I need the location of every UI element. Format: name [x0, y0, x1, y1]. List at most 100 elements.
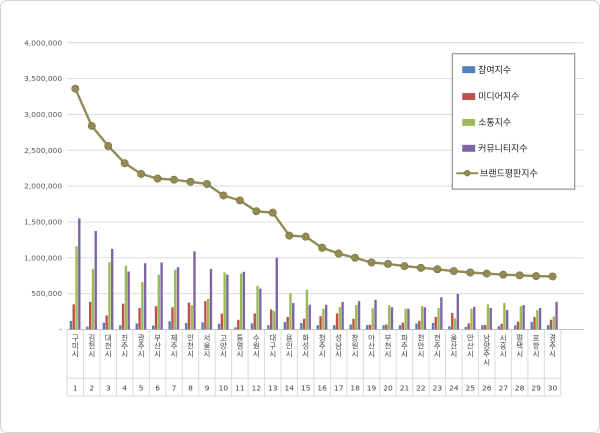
legend-item-label: 브랜드평판지수 [480, 168, 538, 179]
x-axis-rank-label: 22 [416, 384, 425, 393]
line-marker-고양시 [219, 191, 228, 200]
line-marker-남양주시 [482, 269, 491, 278]
line-marker-화성시 [301, 232, 310, 241]
bar-커뮤니티지수-대전시 [111, 248, 114, 330]
bar-소통지수-부천시 [387, 305, 391, 330]
x-axis-rank-label: 20 [383, 384, 393, 393]
bar-커뮤니티지수-용인시 [292, 302, 295, 330]
x-axis-rank-label: 29 [531, 384, 541, 393]
x-axis-rank-label: 4 [122, 384, 127, 393]
legend-swatch-blue [462, 66, 476, 74]
line-marker-광주시 [137, 169, 146, 178]
line-marker-서울시 [202, 180, 211, 188]
line-marker-제주시 [170, 175, 179, 184]
bar-소통지수-대구시 [272, 311, 276, 330]
bar-미디어지수-파주시 [401, 322, 405, 330]
line-marker-인천시 [186, 177, 195, 186]
bar-참여지수-통영시 [234, 327, 237, 330]
x-axis-rank-label: 21 [400, 384, 410, 393]
bar-참여지수-평택시 [514, 325, 517, 330]
bar-소통지수-평택시 [519, 306, 523, 330]
bar-참여지수-창원시 [349, 324, 352, 330]
bar-참여지수-대전시 [102, 322, 106, 330]
legend-line-marker [463, 169, 471, 177]
bar-참여지수-수원시 [250, 323, 254, 330]
bar-참여지수-시흥시 [497, 326, 501, 330]
line-marker-통영시 [235, 196, 244, 205]
bar-커뮤니티지수-광주시 [143, 263, 147, 330]
bar-커뮤니티지수-김천시 [94, 230, 97, 330]
bar-소통지수-진주시 [124, 265, 128, 330]
bar-참여지수-청주시 [316, 325, 319, 330]
bar-소통지수-울산시 [453, 318, 457, 330]
x-axis-rank-label: 24 [449, 384, 459, 393]
bar-커뮤니티지수-수원시 [259, 288, 262, 330]
bar-미디어지수-인천시 [187, 302, 191, 330]
x-axis-rank-label: 25 [466, 384, 476, 393]
x-axis-rank-label: 1 [73, 384, 78, 393]
bar-커뮤니티지수-통영시 [242, 271, 246, 330]
line-marker-포항시 [532, 272, 541, 281]
x-axis-rank-label: 18 [350, 384, 360, 393]
bar-커뮤니티지수-평택시 [522, 305, 525, 330]
line-marker-수원시 [252, 207, 261, 216]
bar-미디어지수-김천시 [88, 301, 92, 330]
bar-미디어지수-서울시 [204, 301, 207, 330]
bar-소통지수-전주시 [437, 307, 440, 330]
bar-커뮤니티지수-천안시 [423, 307, 427, 330]
x-axis-rank-label: 14 [285, 384, 295, 393]
bar-소통지수-성남시 [338, 307, 342, 330]
line-marker-김천시 [87, 121, 96, 130]
bar-소통지수-구미시 [75, 246, 78, 330]
bar-소통지수-화성시 [305, 289, 309, 330]
bar-참여지수-화성시 [300, 323, 303, 330]
bar-소통지수-대전시 [108, 262, 111, 330]
x-axis-rank-label: 27 [498, 384, 508, 393]
bar-미디어지수-화성시 [302, 318, 306, 330]
bar-참여지수-대구시 [267, 325, 270, 330]
legend-item: 미디어지수 [462, 92, 519, 103]
bar-미디어지수-남양주시 [483, 324, 487, 330]
bar-커뮤니티지수-경주시 [555, 301, 558, 330]
legend-item: 브랜드평판지수 [456, 168, 538, 179]
y-axis-tick-label: 1,000,000 [24, 253, 62, 262]
bar-미디어지수-천안시 [418, 320, 421, 330]
bar-소통지수-용인시 [289, 293, 292, 330]
line-marker-전주시 [433, 265, 442, 274]
legend-item-label: 참여지수 [478, 64, 511, 76]
bar-참여지수-제주시 [168, 321, 171, 330]
bar-미디어지수-진주시 [121, 303, 125, 330]
line-marker-성남시 [334, 249, 343, 258]
bar-커뮤니티지수-성남시 [341, 301, 344, 330]
bar-미디어지수-부천시 [385, 324, 388, 330]
bar-소통지수-경주시 [552, 316, 555, 330]
bar-미디어지수-고양시 [220, 313, 224, 330]
line-marker-구미시 [71, 84, 80, 93]
bar-커뮤니티지수-남양주시 [489, 307, 492, 330]
legend-item-label: 소통지수 [478, 118, 511, 129]
bar-커뮤니티지수-안산시 [473, 306, 476, 330]
line-marker-용인시 [285, 231, 294, 240]
y-axis-tick-label: 2,500,000 [24, 146, 62, 155]
line-marker-부산시 [153, 174, 162, 183]
bar-커뮤니티지수-부천시 [390, 307, 394, 330]
line-marker-경주시 [548, 272, 557, 281]
x-axis-rank-label: 19 [367, 384, 377, 393]
legend-item: 커뮤니티지수 [462, 144, 528, 155]
legend-item: 소통지수 [462, 118, 511, 129]
legend-swatch-green [462, 118, 476, 126]
